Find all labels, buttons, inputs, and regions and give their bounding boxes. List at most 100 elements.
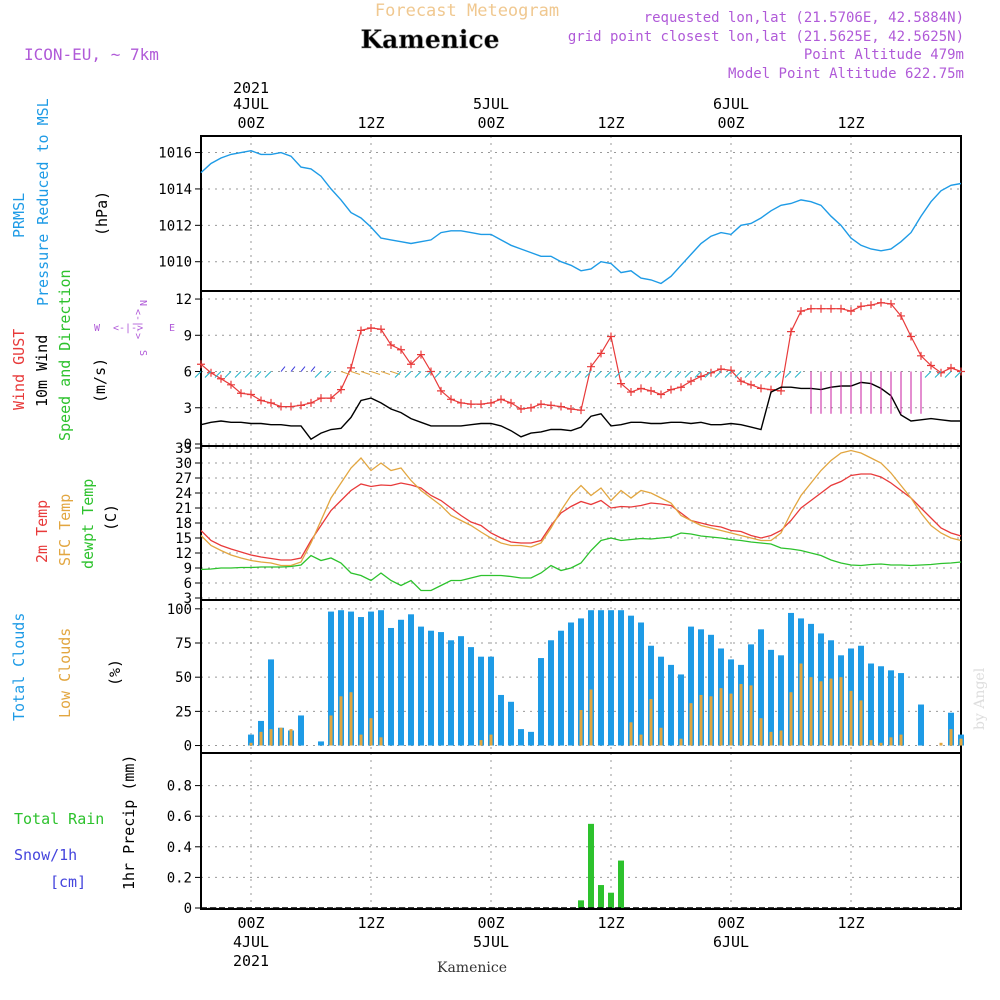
total-clouds-bar [448,640,454,746]
low-clouds-bar [589,689,593,746]
y-tick-label: 12 [175,546,192,562]
gust-point [897,311,905,320]
y-tick-label: 30 [175,456,192,472]
temp-unit-label: (C) [102,504,120,531]
total-clouds-bar [298,715,304,746]
total-clouds-bar [318,741,324,746]
wind-direction-arrow [394,371,402,378]
total-clouds-bar [458,636,464,746]
gust-point [697,372,705,381]
rain-bar [618,860,624,908]
wind-direction-arrow [654,371,662,378]
gust-point [867,301,875,310]
y-tick-label: 1014 [158,182,192,198]
total-clouds-bar [348,611,354,746]
gust-point [207,368,215,377]
point-altitude: Point Altitude 479m [804,47,964,63]
total-clouds-bar [918,704,924,746]
gust-point [627,388,635,397]
gust-point [847,307,855,316]
clouds-panel: 0 25 50 75 100 [167,599,964,755]
gust-point [307,398,315,407]
wind-direction-arrow [674,371,682,378]
gust-point [407,360,415,369]
gust-point [747,380,755,389]
y-tick-label: 27 [175,471,192,487]
low-clouds-bar [799,663,803,746]
low-clouds-bar [719,688,723,746]
wind-direction-arrow [290,366,296,372]
bottom-time-label: 12Z [597,914,624,932]
top-time-label: 12Z [597,114,624,132]
pressure-panel: 1010 1012 1014 1016 [158,135,962,292]
gust-point [437,386,445,395]
low-clouds-bar [629,722,633,746]
wind-direction-arrow [704,371,712,378]
low-clouds-bar [819,681,823,746]
low-clouds-bar [709,696,713,746]
total-clouds-bar [438,632,444,746]
side-labels: PRMSL Pressure Reduced to MSL (hPa) Wind… [10,98,175,891]
pressure-line [200,149,962,285]
gust-point [707,368,715,377]
y-tick-label: 12 [175,292,192,308]
low-clouds-bar [359,734,363,746]
total-clouds-bar [778,655,784,746]
gust-point [737,377,745,386]
gust-point [617,379,625,388]
total-clouds-bar [378,610,384,746]
gust-point [467,400,475,409]
top-time-label: 12Z [837,114,864,132]
precip-unit-label: 1hr Precip (mm) [120,755,138,890]
y-tick-label: 18 [175,516,192,532]
clouds-unit-label: (%) [106,659,124,686]
rain-bar [608,892,614,908]
total-clouds-bar [608,610,614,746]
compass-e: E [169,323,175,334]
low-clouds-bar [699,694,703,746]
y-tick-label: 50 [175,670,192,686]
low-clouds-bar [759,718,763,746]
gust-point [517,404,525,413]
total-clouds-bar [628,615,634,746]
low-clouds-bar [839,677,843,746]
temp-sfc-label: SFC Temp [56,494,74,566]
compass-symbol-h: <-|-> [113,323,143,334]
total-clouds-bar [578,618,584,746]
total-clouds-bar [468,647,474,746]
gust-point [657,390,665,399]
low-clouds-bar [639,734,643,746]
total-clouds-bar [368,611,374,746]
y-tick-label: 1010 [158,255,192,271]
gust-point [197,360,205,369]
total-clouds-bar [558,630,564,746]
y-tick-label: 75 [175,636,192,652]
gust-point [687,377,695,386]
gust-point [387,340,395,349]
bottom-time-label: 12Z [837,914,864,932]
wind-direction-arrow [404,371,412,378]
wind-speed-dir-label: Speed and Direction [56,269,74,441]
wind-direction-arrow [484,371,492,378]
wind-direction-arrow [454,371,462,378]
wind-direction-arrow [714,371,722,378]
bottom-time-label: 00Z [717,914,744,932]
compass-s: S [137,350,148,356]
low-clouds-bar [379,737,383,746]
gust-point [637,384,645,393]
panel-frame [200,135,962,292]
wind-direction-arrow [244,371,252,378]
wind-direction-arrow [534,371,542,378]
y-tick-label: 21 [175,501,192,517]
y-tick-label: 6 [184,365,192,381]
total-clouds-bar [328,611,334,746]
gust-point [507,398,515,407]
wind-direction-arrow [554,371,562,378]
wind-direction-arrow [264,371,272,378]
top-time-label: 6JUL [713,95,749,113]
gust-point [337,385,345,394]
y-tick-label: 9 [184,328,192,344]
gust-point [527,403,535,412]
